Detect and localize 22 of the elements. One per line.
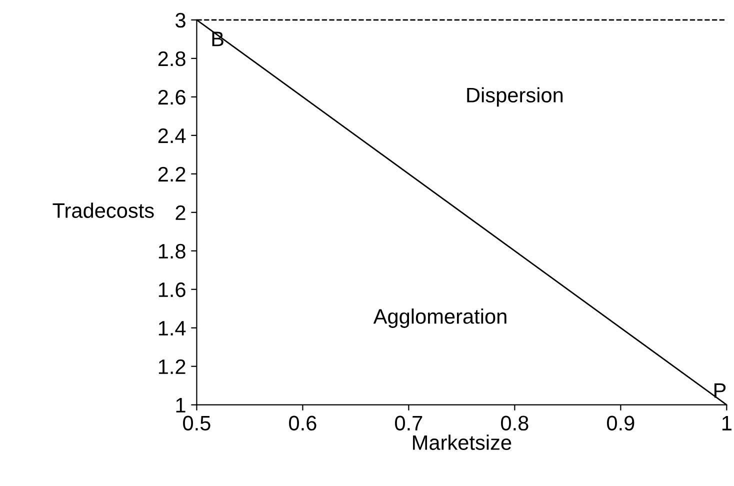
y-tick-label: 2 — [176, 205, 186, 220]
x-tick-label: 0.9 — [607, 416, 634, 431]
y-tick-label: 1 — [176, 398, 186, 412]
x-axis-title: Marketsize — [413, 434, 512, 450]
y-tick-label: 2.8 — [158, 51, 186, 66]
y-tick-label: 3 — [176, 12, 186, 28]
y-tick-label: 1.4 — [158, 321, 186, 336]
y-tick-label: 2.4 — [158, 128, 186, 143]
y-tick-label: 2.6 — [158, 90, 186, 105]
y-axis-title: Tradecosts — [52, 202, 154, 218]
annotation: Agglomeration — [373, 308, 506, 328]
x-tick-label: 0.5 — [183, 416, 210, 431]
x-tick-label: 0.8 — [501, 416, 528, 431]
annotation: P — [714, 383, 726, 398]
y-tick-label: 2.2 — [158, 166, 186, 182]
y-tick-label: 1.2 — [158, 359, 186, 374]
x-tick-label: 0.6 — [289, 416, 316, 431]
x-tick-label: 1 — [722, 416, 732, 430]
x-tick-label: 0.7 — [395, 416, 422, 431]
y-tick-label: 1.6 — [158, 282, 186, 298]
y-tick-label: 1.8 — [158, 244, 186, 259]
annotation: Dispersion — [467, 87, 563, 107]
